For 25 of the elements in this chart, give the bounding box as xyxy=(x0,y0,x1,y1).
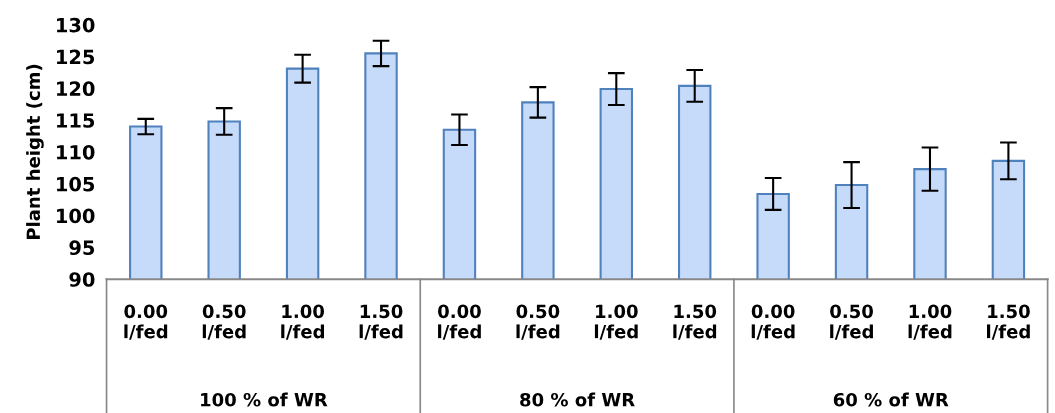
text: 100 % of WR xyxy=(201,392,328,407)
y-tick-label: 120 xyxy=(57,81,95,97)
x-tick-label: 1.50 l/fed xyxy=(987,304,1030,340)
y-axis-title: Plant height (cm) xyxy=(26,64,44,240)
x-tick-label: 0.50 l/fed xyxy=(202,304,246,340)
x-tick-label: 1.50 l/fed xyxy=(673,304,717,340)
y-tick-label: 110 xyxy=(57,144,95,160)
y-tick-label: 115 xyxy=(57,113,95,128)
x-tick-label: 0.50 l/fed xyxy=(516,304,560,340)
x-tick-label: 0.00 l/fed xyxy=(751,304,795,340)
x-tick-label: 0.00 l/fed xyxy=(438,304,481,340)
text: 80 % of WR xyxy=(520,392,635,407)
y-tick-label: 105 xyxy=(57,176,95,192)
x-tick-label: 0.50 l/fed xyxy=(830,304,873,340)
x-tick-label: 1.50 l/fed xyxy=(359,304,403,340)
y-tick-label: 100 xyxy=(57,208,95,224)
x-tick-label: 1.00 l/fed xyxy=(594,304,638,340)
y-tick-label: 90 xyxy=(69,272,95,287)
y-tick-label: 130 xyxy=(57,17,95,33)
x-tick-label: 0.00 l/fed xyxy=(124,304,168,340)
x-tick-label: 1.00 l/fed xyxy=(281,304,325,340)
text: 60 % of WR xyxy=(833,392,949,407)
y-tick-label: 95 xyxy=(69,240,95,256)
y-tick-label: 125 xyxy=(57,49,95,65)
x-tick-label: 1.00 l/fed xyxy=(908,304,952,340)
